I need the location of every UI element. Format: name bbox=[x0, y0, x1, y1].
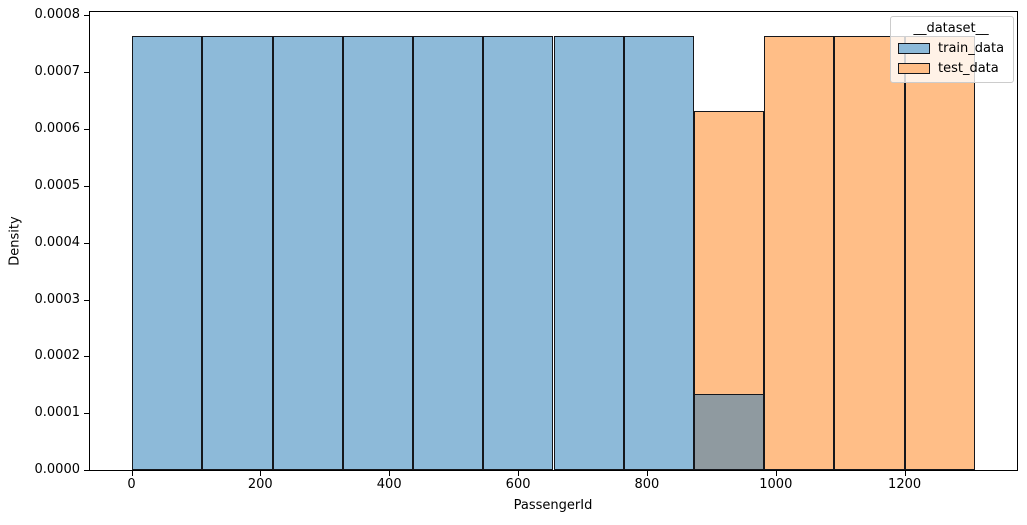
histogram-bar-train_data bbox=[132, 35, 203, 470]
x-tick-mark bbox=[904, 471, 906, 476]
histogram-bar-overlap bbox=[694, 394, 765, 470]
x-tick-mark bbox=[260, 471, 262, 476]
y-tick-label: 0.0005 bbox=[34, 177, 81, 193]
histogram-bar-test_data bbox=[904, 35, 975, 470]
histogram-bar-train_data bbox=[272, 35, 343, 470]
y-tick-label: 0.0002 bbox=[34, 348, 81, 364]
x-tick-label: 800 bbox=[634, 477, 660, 492]
y-tick-mark bbox=[84, 129, 89, 131]
x-tick-label: 1200 bbox=[888, 477, 922, 492]
histogram-bar-train_data bbox=[202, 35, 273, 470]
y-tick-label: 0.0007 bbox=[34, 64, 81, 80]
x-tick-label: 600 bbox=[505, 477, 531, 492]
x-tick-label: 0 bbox=[127, 477, 136, 492]
x-tick-mark bbox=[518, 471, 520, 476]
y-tick-label: 0.0000 bbox=[34, 462, 81, 477]
x-tick-mark bbox=[775, 471, 777, 476]
legend-swatch-test bbox=[898, 63, 930, 74]
x-axis-label: PassengerId bbox=[513, 498, 593, 513]
y-tick-mark bbox=[84, 15, 89, 17]
legend-swatch-train bbox=[898, 43, 930, 54]
x-tick-label: 200 bbox=[247, 477, 273, 492]
histogram-bar-train_data bbox=[413, 35, 484, 470]
plot-area bbox=[89, 11, 1018, 471]
y-tick-label: 0.0001 bbox=[34, 405, 81, 421]
x-tick-mark bbox=[131, 471, 133, 476]
y-tick-mark bbox=[84, 356, 89, 358]
x-tick-label: 1000 bbox=[759, 477, 793, 492]
legend-label-test: test_data bbox=[938, 61, 999, 76]
x-tick-label: 400 bbox=[376, 477, 402, 492]
y-tick-mark bbox=[84, 470, 89, 471]
histogram-bar-test_data bbox=[764, 35, 835, 470]
y-tick-label: 0.0006 bbox=[34, 121, 81, 137]
x-tick-mark bbox=[646, 471, 648, 476]
legend-title: __dataset__ bbox=[913, 21, 989, 36]
legend-entry-train: train_data bbox=[898, 41, 1004, 56]
histogram-bar-train_data bbox=[342, 35, 413, 470]
y-tick-mark bbox=[84, 72, 89, 74]
y-tick-label: 0.0008 bbox=[34, 7, 81, 23]
y-tick-mark bbox=[84, 242, 89, 244]
histogram-bar-test_data bbox=[834, 35, 905, 470]
y-tick-mark bbox=[84, 299, 89, 301]
y-tick-label: 0.0003 bbox=[34, 291, 81, 307]
legend-label-train: train_data bbox=[938, 41, 1005, 56]
y-tick-mark bbox=[84, 185, 89, 187]
histogram-bar-train_data bbox=[483, 35, 554, 470]
y-tick-label: 0.0004 bbox=[34, 234, 81, 250]
legend-entry-test: test_data bbox=[898, 61, 1004, 76]
x-tick-mark bbox=[389, 471, 391, 476]
legend: __dataset__ train_data test_data bbox=[890, 16, 1015, 83]
y-tick-mark bbox=[84, 413, 89, 415]
histogram-bar-train_data bbox=[623, 35, 694, 470]
histogram-bar-train_data bbox=[553, 35, 624, 470]
